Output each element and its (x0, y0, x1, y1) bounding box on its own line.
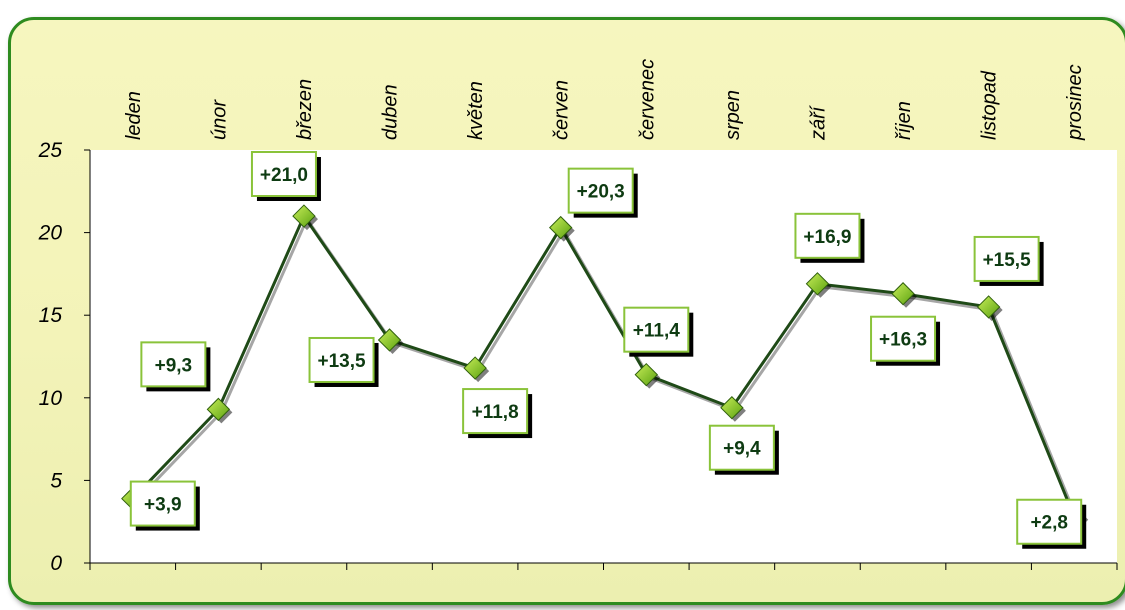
data-label: +16,9 (803, 227, 851, 248)
data-point (292, 204, 316, 228)
category-label: prosinec (1064, 64, 1086, 141)
data-label: +11,8 (472, 402, 519, 423)
data-label: +9,3 (155, 355, 193, 376)
y-tick-label: 20 (38, 222, 63, 245)
category-label: březen (294, 79, 316, 140)
data-label: +3,9 (144, 495, 182, 516)
category-label: červen (551, 80, 573, 140)
y-tick-label: 10 (39, 387, 63, 410)
y-axis-tick-labels: 0 5 10 15 20 25 (38, 139, 63, 575)
data-label-box (973, 235, 1040, 282)
category-labels: leden únor březen duben květen červen červenec… (123, 59, 1086, 141)
data-label-box (794, 212, 861, 259)
axes (84, 149, 1118, 570)
data-label: +21,0 (260, 165, 308, 186)
data-point (634, 362, 658, 387)
y-tick-label: 5 (50, 469, 62, 492)
series-line-group (131, 214, 1079, 521)
data-label-box (870, 315, 937, 362)
category-label: květen (465, 81, 487, 140)
data-label: +20,3 (577, 182, 625, 203)
plot-area (90, 150, 1117, 563)
category-label: listopad (979, 70, 1001, 140)
data-point (976, 295, 1001, 319)
data-point (463, 356, 487, 380)
data-label-box (140, 341, 207, 388)
data-label-box (129, 480, 196, 527)
data-label-box (567, 167, 634, 214)
data-label: +11,4 (633, 321, 680, 342)
data-label-box (250, 151, 317, 197)
category-label: říjen (893, 101, 915, 140)
data-label-box (308, 336, 375, 383)
data-label: +13,5 (318, 351, 367, 372)
data-point (805, 272, 830, 296)
data-label-box (1016, 498, 1083, 545)
data-label-box (462, 388, 529, 435)
data-label: +2,8 (1030, 513, 1068, 534)
y-tick-label: 25 (38, 139, 63, 162)
category-label: červenec (636, 59, 658, 140)
data-point (549, 215, 573, 240)
series-line (131, 214, 1076, 518)
category-label: září (807, 104, 829, 141)
category-label: leden (123, 91, 145, 140)
data-point (377, 328, 402, 352)
category-label: únor (208, 99, 230, 140)
category-label: duben (380, 84, 402, 140)
data-label: +9,4 (723, 439, 761, 460)
data-label-box (708, 424, 775, 471)
data-label: +15,5 (983, 250, 1032, 271)
data-label: +16,3 (879, 330, 927, 351)
data-point (720, 396, 744, 420)
data-labels: +3,9 +9,3 +21,0 +13,5 +11,8 +20,3 +11,4 +9,4 +16… (129, 151, 1087, 549)
y-tick-label: 0 (50, 552, 62, 575)
y-tick-label: 15 (39, 304, 63, 327)
category-label: srpen (722, 90, 744, 140)
data-point (891, 282, 915, 306)
data-label-box (623, 306, 690, 353)
data-point (206, 397, 231, 422)
